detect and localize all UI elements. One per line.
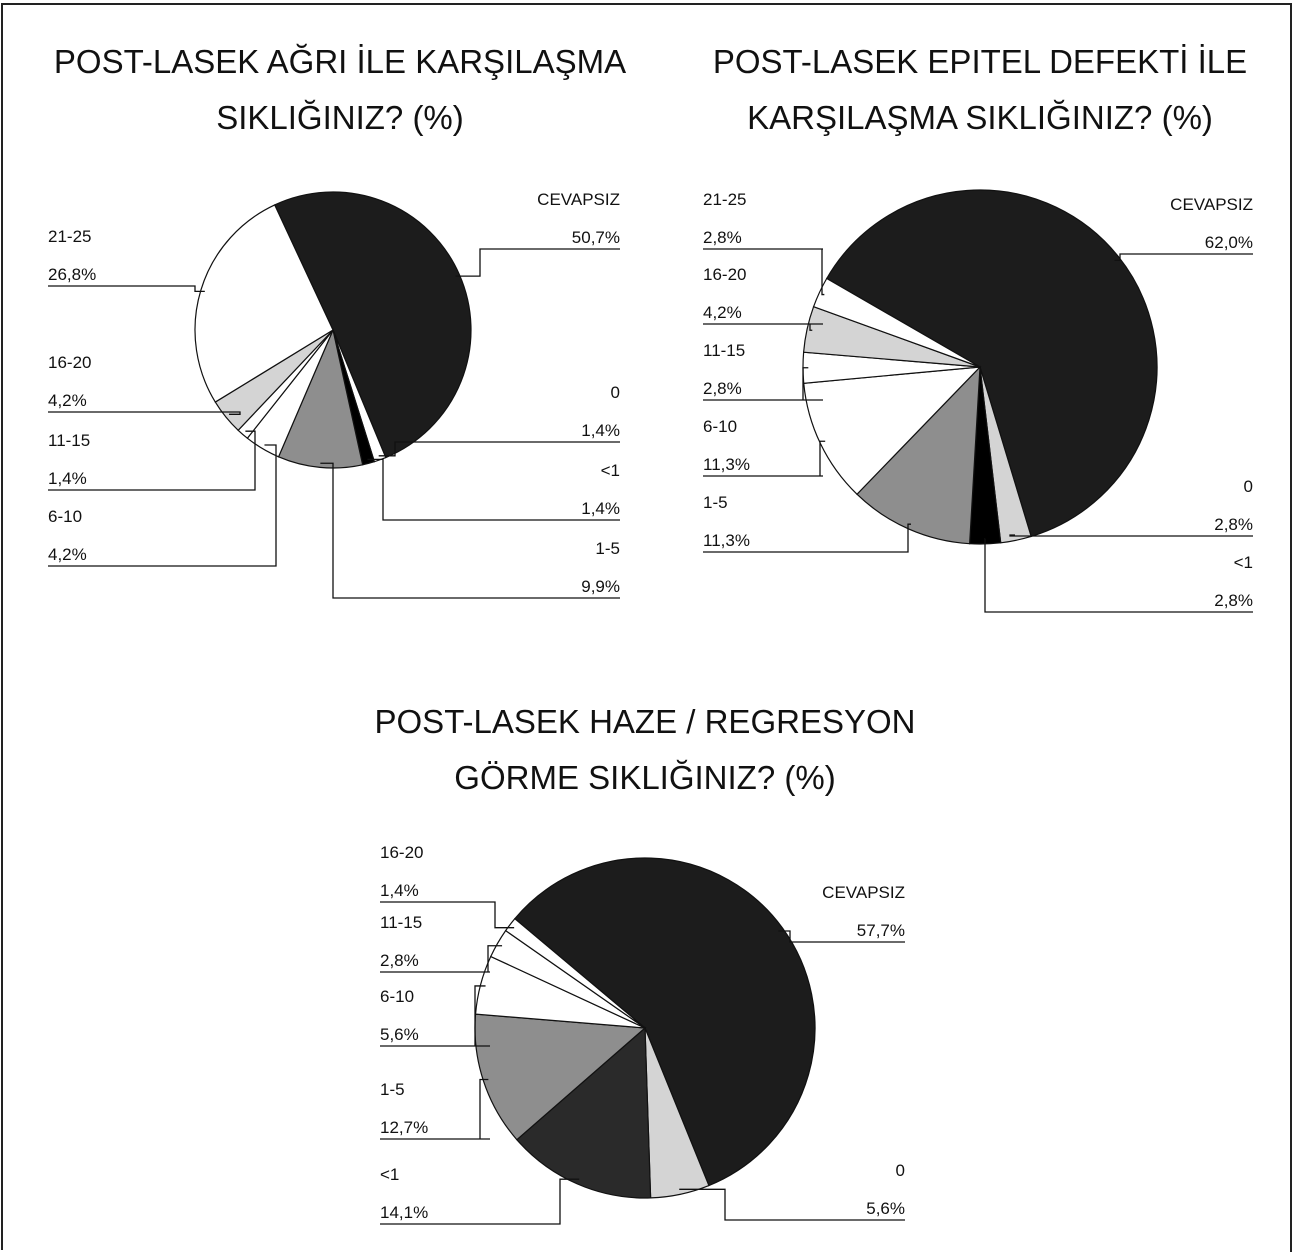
slice-value-label: 5,6% [380,1025,419,1044]
chart-title: POST-LASEK AĞRI İLE KARŞILAŞMA SIKLIĞINI… [53,43,627,136]
slice-category: 16-20 [380,843,423,862]
slice-category: 6-10 [703,417,737,436]
slice-value-label: 26,8% [48,265,96,284]
slice-category: 16-20 [48,353,91,372]
slice-value-label: 2,8% [703,228,742,247]
leader-line [48,411,241,415]
slice-value-label: 2,8% [380,951,419,970]
slice-category: 6-10 [380,987,414,1006]
pie-slice [825,189,1158,538]
slice-category: 0 [1244,477,1253,496]
pie-slice [194,204,334,403]
slice-category: 0 [896,1161,905,1180]
slice-category: 16-20 [703,265,746,284]
leader-line [703,248,825,296]
leader-line [703,440,826,477]
slice-value-label: 5,6% [866,1199,905,1218]
leader-line [1114,253,1253,262]
pie-slice [516,1026,652,1199]
leader-line [48,444,277,567]
slice-category: <1 [1234,553,1253,572]
slice-value-label: 1,4% [581,421,620,440]
slice-category: <1 [601,461,620,480]
leader-line [703,367,823,401]
leader-line [380,901,515,929]
slice-value-label: 9,9% [581,577,620,596]
slice-category: 1-5 [595,539,620,558]
slice-category: 1-5 [703,493,728,512]
leader-line [320,462,620,599]
pie-slice [273,191,472,459]
slice-category: 1-5 [380,1080,405,1099]
leader-line [367,458,620,521]
slice-value-label: 1,4% [48,469,87,488]
slice-value-label: 1,4% [581,499,620,518]
slice-category: 21-25 [703,190,746,209]
pie-slice [513,857,816,1187]
leader-line [380,985,490,1047]
leader-line [48,430,256,491]
slice-category: 11-15 [380,913,422,932]
pie-slice [277,328,364,469]
chart-title: POST-LASEK HAZE / REGRESYON GÖRME SIKLIĞ… [374,703,916,796]
pie-slice [812,277,981,368]
slice-value-label: 57,7% [857,921,905,940]
leader-line [679,1188,905,1221]
leader-line [48,285,205,293]
slice-value-label: 50,7% [572,228,620,247]
slice-value-label: 4,2% [48,545,87,564]
slice-category: 11-15 [703,341,745,360]
slice-category: 6-10 [48,507,82,526]
slice-category: 0 [611,383,620,402]
leader-line [380,1178,580,1225]
pie-slice [856,365,981,545]
slice-value-label: 14,1% [380,1203,428,1222]
pie-slice [504,917,646,1029]
leader-line [380,945,503,973]
leader-line [703,523,911,553]
slice-value-label: 2,8% [1214,515,1253,534]
leader-line [703,323,823,331]
slice-value-label: 12,7% [380,1118,428,1137]
frame [1,3,1292,1252]
slice-value-label: 11,3% [703,455,750,474]
slice-category: 21-25 [48,227,91,246]
leader-line [378,441,620,457]
slice-value-label: 2,8% [1214,591,1253,610]
slice-value-label: 2,8% [703,379,742,398]
leader-line [778,930,905,943]
slice-category: CEVAPSIZ [537,190,620,209]
leader-line [984,537,1253,613]
leader-line [380,1078,490,1140]
slice-category: CEVAPSIZ [1170,195,1253,214]
slice-value-label: 11,3% [703,531,750,550]
leader-line [455,248,620,277]
leader-line [1009,534,1253,537]
slice-value-label: 4,2% [48,391,87,410]
slice-value-label: 62,0% [1205,233,1253,252]
slice-category: CEVAPSIZ [822,883,905,902]
slice-value-label: 1,4% [380,881,419,900]
slice-value-label: 4,2% [703,303,742,322]
chart-title: POST-LASEK EPITEL DEFEKTİ İLE KARŞILAŞMA… [712,43,1248,136]
slice-category: <1 [380,1165,399,1184]
slice-category: 11-15 [48,431,90,450]
